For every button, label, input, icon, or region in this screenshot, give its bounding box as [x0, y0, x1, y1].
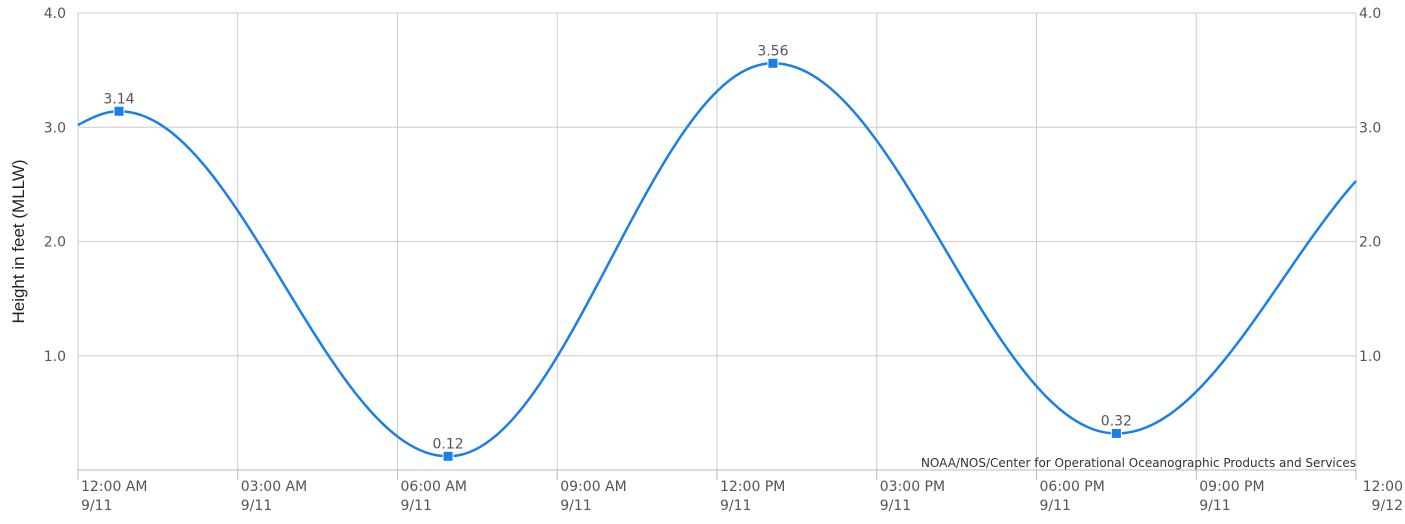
x-tick-label-time: 06:00 PM [1040, 479, 1105, 495]
x-tick-label-time: 09:00 PM [1199, 479, 1264, 495]
x-tick-label-time: 12:00 [1363, 479, 1403, 495]
markers: 3.14 0.12 3.56 0.32 [103, 43, 1132, 462]
x-tick-label-time: 12:00 AM [81, 479, 147, 495]
x-tick-label-date: 9/11 [241, 498, 272, 514]
x-tick-label-date: 9/12 [1372, 498, 1403, 514]
series-layer [77, 62, 1357, 458]
x-tick-label-date: 9/11 [401, 498, 432, 514]
x-tick-label-date: 9/11 [880, 498, 911, 514]
extreme-marker [767, 57, 779, 69]
y-tick-label-left: 4.0 [44, 6, 66, 22]
x-tick-label-date: 9/11 [81, 498, 112, 514]
extreme-marker [113, 105, 125, 117]
x-tick-label-date: 9/11 [1199, 498, 1230, 514]
y-tick-label-right: 1.0 [1359, 349, 1381, 365]
x-tick-label-time: 03:00 PM [880, 479, 945, 495]
y-tick-label-left: 2.0 [44, 235, 66, 251]
y-tick-label-right: 3.0 [1359, 120, 1381, 136]
y-tick-label-left: 1.0 [44, 349, 66, 365]
x-tick-label-time: 09:00 AM [560, 479, 626, 495]
y-axis-title: Height in feet (MLLW) [9, 159, 28, 323]
grid [77, 12, 1357, 470]
y-tick-label-left: 3.0 [44, 120, 66, 136]
x-tick-label-time: 12:00 PM [720, 479, 785, 495]
x-tick-label-date: 9/11 [720, 498, 751, 514]
extreme-marker [1110, 427, 1122, 439]
x-tick-label-date: 9/11 [560, 498, 591, 514]
chart-credit: NOAA/NOS/Center for Operational Oceanogr… [921, 456, 1356, 470]
y-tick-label-right: 4.0 [1359, 6, 1381, 22]
extreme-marker [442, 450, 454, 462]
x-tick-label-date: 9/11 [1040, 498, 1071, 514]
y-tick-label-right: 2.0 [1359, 235, 1381, 251]
extreme-data-label: 3.14 [103, 91, 134, 107]
extreme-data-label: 0.12 [433, 436, 464, 452]
tide-line [77, 62, 1357, 458]
extreme-data-label: 3.56 [757, 43, 788, 59]
x-tick-label-time: 03:00 AM [241, 479, 307, 495]
extreme-data-label: 0.32 [1101, 413, 1132, 429]
x-tick-label-time: 06:00 AM [401, 479, 467, 495]
axes: 1.0 1.0 2.0 2.0 3.0 3.0 4.0 4.0 12:00 AM 9/11 03:0… [44, 6, 1403, 514]
